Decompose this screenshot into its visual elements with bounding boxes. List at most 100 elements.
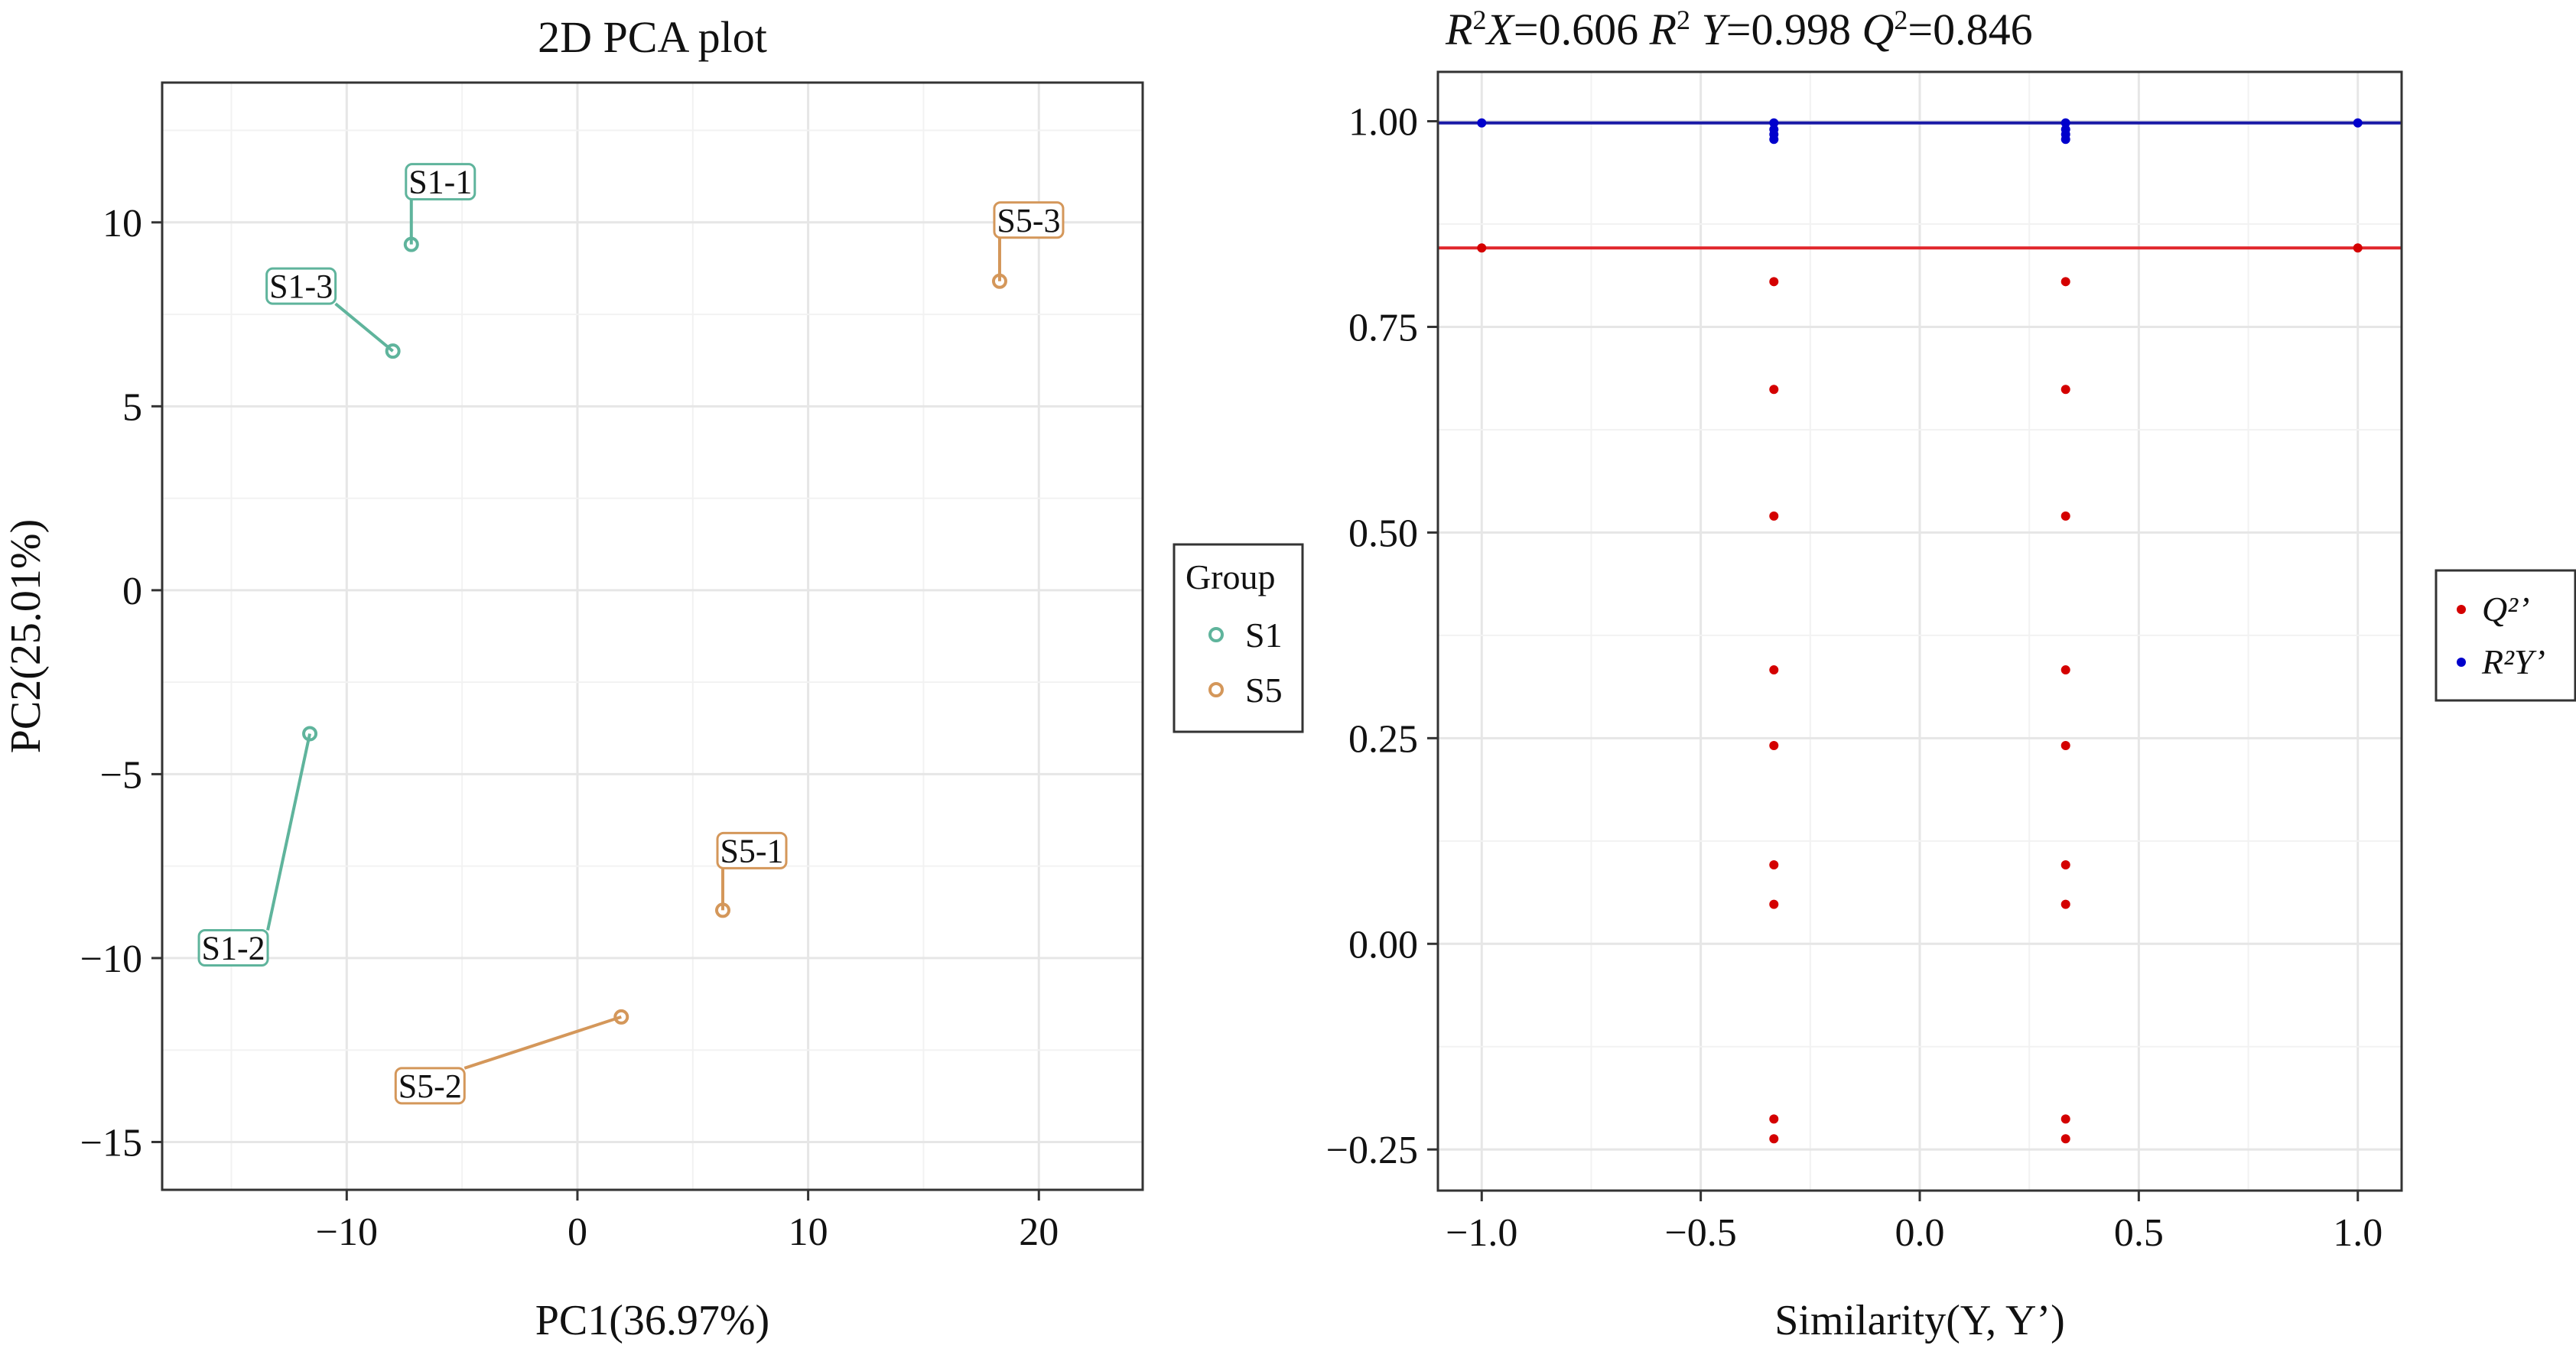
permutation-point [1477, 118, 1487, 128]
pca-legend-label-s1: S1 [1245, 616, 1283, 655]
permutation-y-tick-label: 0.25 [1348, 717, 1418, 761]
pca-x-tick-label: 10 [789, 1210, 828, 1254]
permutation-marks [1477, 118, 2363, 1144]
pca-point-label-box [716, 831, 788, 869]
permutation-x-tick-label: 1.0 [2333, 1211, 2382, 1255]
permutation-plot-frame [1436, 70, 2403, 1192]
pca-y-tick-label: 0 [122, 570, 142, 613]
permutation-point [1769, 135, 1779, 145]
permutation-point [2060, 1134, 2070, 1144]
pca-y-tick-label: 5 [122, 385, 142, 429]
permutation-point [1769, 511, 1779, 521]
permutation-reference-lines [1438, 121, 2402, 250]
pca-point-label-box [265, 267, 337, 305]
pca-grid [162, 83, 1143, 1190]
pca-legend-marker-s1 [1208, 627, 1224, 642]
permutation-point [1769, 385, 1779, 395]
permutation-x-tick-label: 0.5 [2114, 1211, 2164, 1255]
permutation-grid [1438, 72, 2402, 1191]
permutation-point [1769, 277, 1779, 287]
pca-x-tick-label: 20 [1019, 1210, 1059, 1254]
pca-label-leader [334, 302, 394, 353]
pca-y-tick-label: −5 [100, 753, 142, 797]
permutation-point [1769, 118, 1779, 128]
pca-plot-frame [161, 81, 1144, 1191]
permutation-legend-label-q2: Q²’ [2482, 590, 2529, 629]
permutation-point [1769, 665, 1779, 675]
pca-legend-box [1173, 543, 1304, 733]
pca-label-leader [266, 733, 312, 931]
pca-point [302, 726, 318, 742]
pca-point [403, 236, 419, 252]
pca-y-tick-label: −15 [80, 1121, 142, 1165]
permutation-point [2060, 511, 2070, 521]
permutation-y-tick-label: 0.50 [1348, 512, 1418, 555]
pca-legend-label-s5: S5 [1245, 671, 1283, 710]
pca-point-label: S1-1 [408, 164, 472, 201]
pca-point-label-box [197, 928, 269, 967]
permutation-ticks: −1.0 −0.5 0.0 0.5 1.0 −0.25 0.00 0.25 0.50 0.75 1.… [1326, 101, 2383, 1255]
pca-point [715, 902, 731, 918]
pca-point-label: S5-2 [398, 1067, 462, 1105]
pca-point-label: S1-3 [269, 268, 333, 305]
permutation-point [1769, 899, 1779, 909]
permutation-point [2060, 899, 2070, 909]
permutation-point [2060, 665, 2070, 675]
pca-x-tick-label: 0 [568, 1210, 587, 1254]
pca-marks: S1-1 S1-2 S1-3 S5-1 S5-2 S5-3 [197, 163, 1065, 1105]
permutation-point [2060, 385, 2070, 395]
permutation-point [2060, 1114, 2070, 1124]
pca-y-tick-label: 10 [102, 202, 142, 245]
pca-point-label-box [394, 1067, 466, 1105]
pca-y-axis-title: PC2(25.01%) [2, 519, 50, 753]
stat-r2x-value: 0.606 [1539, 5, 1639, 54]
permutation-y-tick-label: −0.25 [1326, 1129, 1418, 1172]
permutation-legend-marker-q2 [2457, 605, 2466, 614]
permutation-point [1477, 243, 1487, 253]
pca-legend: Group S1 S5 [1173, 543, 1304, 733]
pca-ticks: −10 0 10 20 −15 −10 −5 0 5 10 [80, 202, 1059, 1254]
pca-point-label: S5-1 [720, 832, 783, 869]
pca-point-label: S5-3 [997, 202, 1060, 239]
pca-point [385, 343, 401, 359]
pca-plot-background [162, 83, 1143, 1190]
permutation-point [2060, 741, 2070, 751]
stat-r2y-value: 0.998 [1751, 5, 1852, 54]
pca-point [991, 273, 1007, 289]
pca-x-tick-label: −10 [316, 1210, 378, 1254]
stat-q2-value: 0.846 [1933, 5, 2033, 54]
pca-y-tick-label: −10 [80, 937, 142, 981]
permutation-legend-label-r2y: R²Y’ [2481, 642, 2545, 681]
permutation-x-tick-label: −0.5 [1664, 1211, 1736, 1255]
permutation-y-tick-label: 1.00 [1348, 101, 1418, 145]
permutation-x-tick-label: 0.0 [1895, 1211, 1945, 1255]
permutation-x-tick-label: −1.0 [1446, 1211, 1517, 1255]
permutation-point [2060, 277, 2070, 287]
pca-point [613, 1009, 629, 1025]
pca-label-leader [463, 1015, 622, 1070]
pca-legend-title: Group [1186, 557, 1276, 596]
permutation-panel: R2X=0.606 R2 Y=0.998 Q2=0.846 −1.0 −0.5 0.… [1326, 0, 2576, 1344]
pca-panel: 2D PCA plot −10 0 10 20 −15 −10 −5 0 5 10 S1-1 S1-… [2, 12, 1304, 1344]
pca-x-axis-title: PC1(36.97%) [535, 1297, 769, 1344]
permutation-legend-box [2435, 569, 2576, 702]
permutation-point [1769, 860, 1779, 870]
permutation-y-tick-label: 0.00 [1348, 923, 1418, 967]
permutation-legend-marker-r2y [2457, 658, 2466, 667]
permutation-point [2060, 860, 2070, 870]
permutation-point [1769, 1114, 1779, 1124]
pca-point-label-box [405, 163, 476, 201]
pca-legend-marker-s5 [1208, 682, 1224, 697]
permutation-point [1769, 741, 1779, 751]
permutation-point [1769, 1134, 1779, 1144]
permutation-point [2060, 135, 2070, 145]
permutation-point [2353, 118, 2363, 128]
permutation-stats: R2X=0.606 R2 Y=0.998 Q2=0.846 [1445, 0, 2033, 54]
permutation-x-axis-title: Similarity(Y, Y’) [1774, 1297, 2065, 1344]
permutation-legend: Q²’ R²Y’ [2435, 569, 2576, 702]
pca-point-label-box [993, 201, 1065, 239]
permutation-y-tick-label: 0.75 [1348, 306, 1418, 349]
pca-title: 2D PCA plot [538, 12, 767, 62]
permutation-point [2353, 243, 2363, 253]
